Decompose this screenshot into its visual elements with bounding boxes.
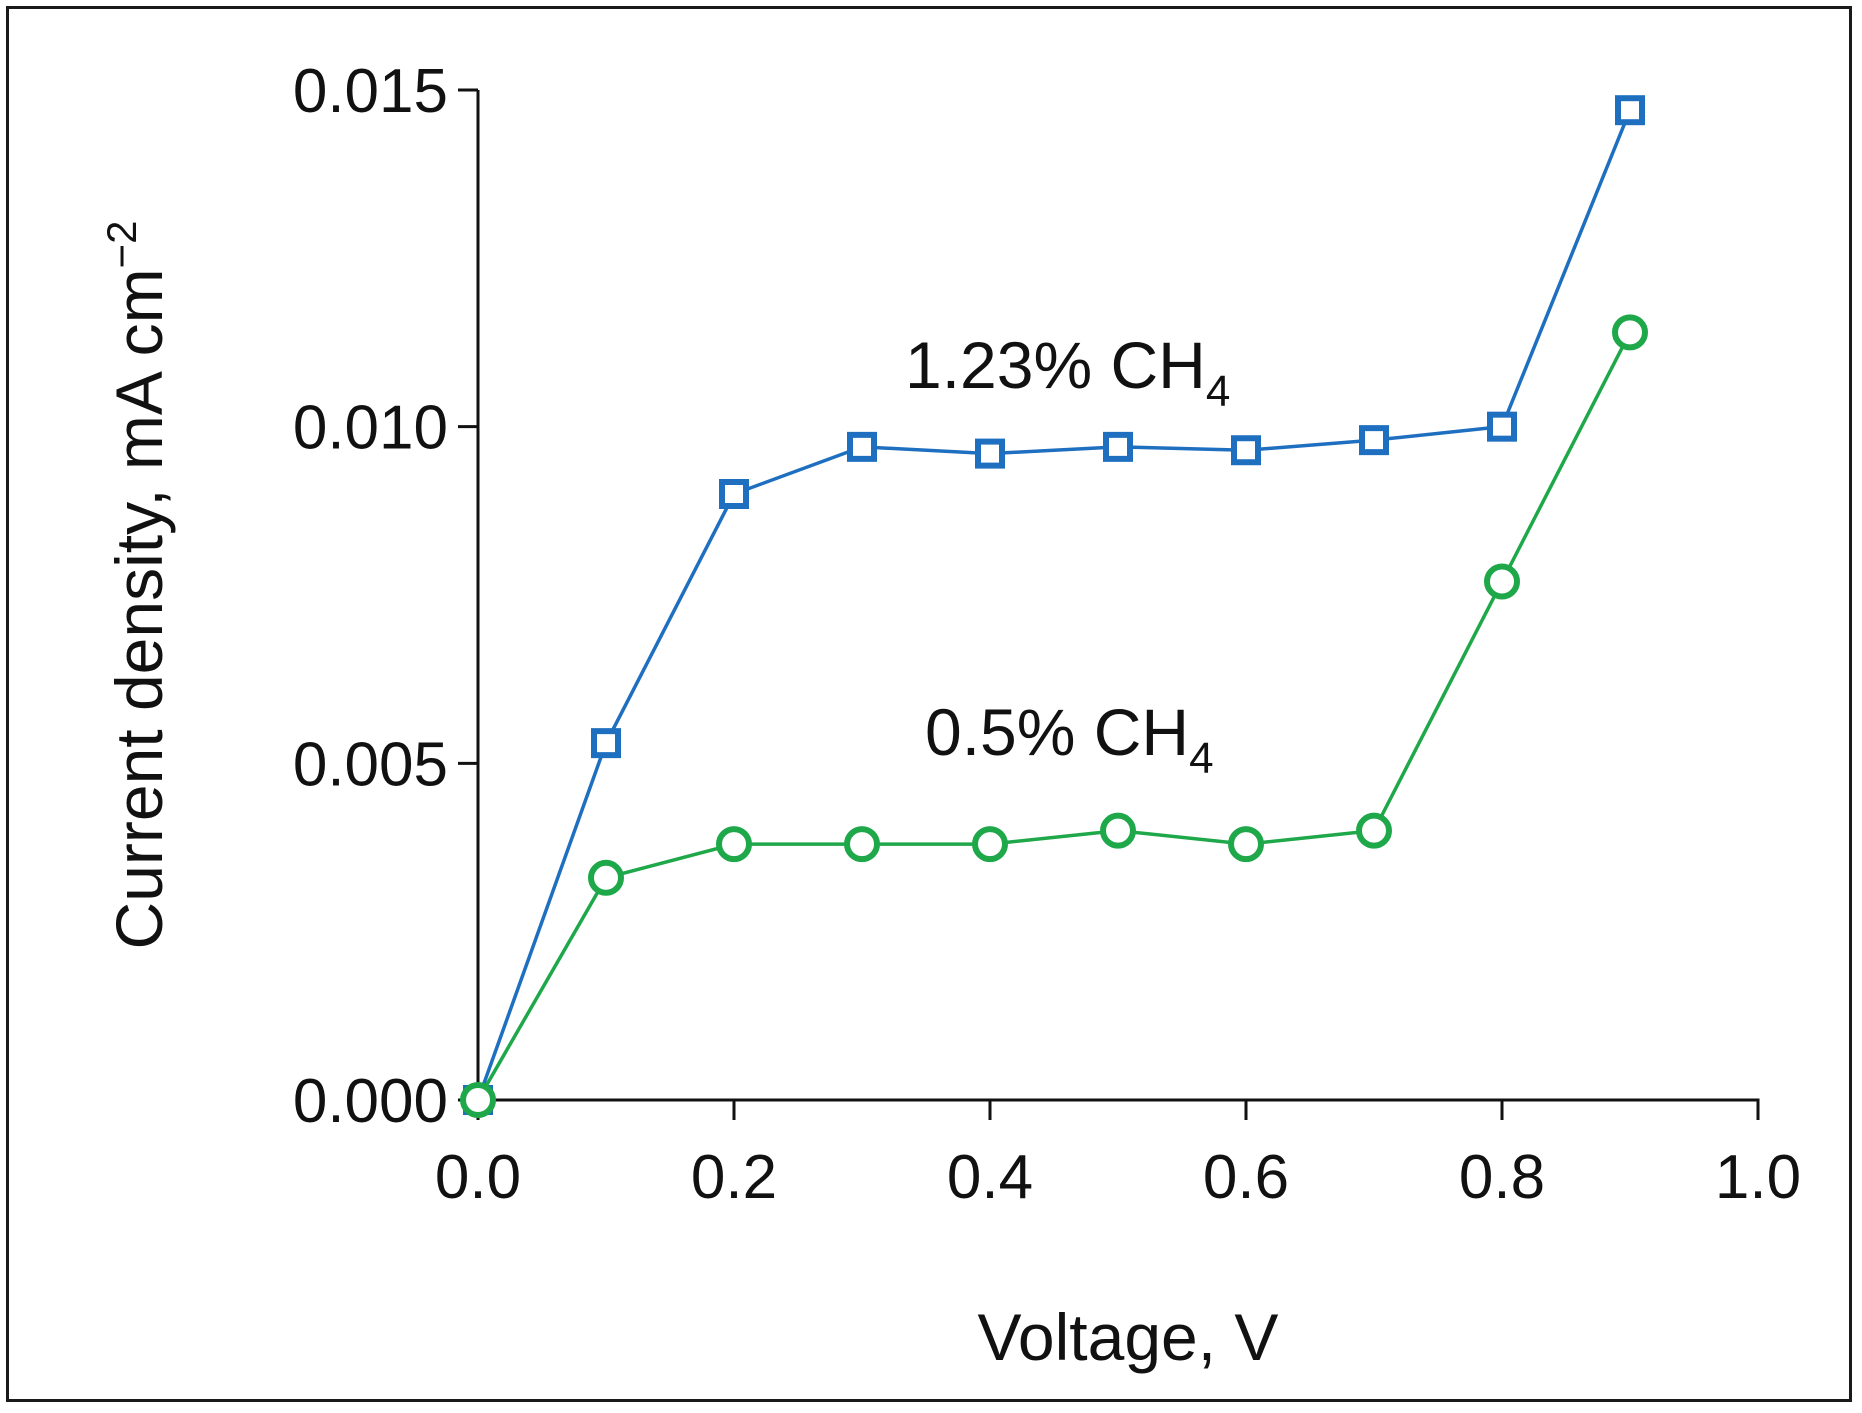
y-tick-label: 0.005 (293, 730, 448, 799)
data-point-square (1231, 435, 1261, 466)
series-label-1-23-ch4: 1.23% CH4 (905, 328, 1230, 416)
series-label-main: 1.23% CH (905, 328, 1206, 402)
data-point-square (1103, 431, 1133, 462)
x-tick-label: 0.6 (1203, 1143, 1289, 1212)
series-label-subscript: 4 (1206, 367, 1230, 416)
data-point-square (975, 438, 1005, 469)
data-point-circle (1356, 812, 1392, 849)
data-point-square (719, 479, 749, 509)
series-line (476, 331, 1632, 1101)
data-point-square (1359, 425, 1389, 456)
data-point-circle (1228, 826, 1264, 863)
x-tick-label: 0.2 (691, 1143, 777, 1212)
data-point-square (1615, 95, 1645, 126)
data-point-square (847, 431, 877, 462)
data-point-circle (1612, 314, 1648, 351)
series-layer (460, 95, 1648, 1118)
x-tick-label: 0.8 (1459, 1143, 1545, 1212)
data-point-circle (716, 826, 752, 863)
y-axis-title-main: Current density, mA cm (102, 268, 176, 949)
data-point-square (591, 728, 621, 759)
y-axis-title: Current density, mA cm−2 (98, 221, 176, 950)
chart-frame (6, 6, 1852, 1402)
x-tick-label: 0.0 (435, 1143, 521, 1212)
series-low-ch4 (460, 314, 1648, 1118)
x-tick-label: 1.0 (1715, 1143, 1801, 1212)
data-point-square (1487, 411, 1517, 442)
data-point-circle (460, 1082, 496, 1118)
series-label-main: 0.5% CH (925, 695, 1189, 769)
data-point-circle (1100, 812, 1136, 849)
y-tick-label: 0.010 (293, 394, 448, 463)
y-tick-label: 0.015 (293, 57, 448, 126)
series-line (476, 109, 1632, 1101)
x-axis-ticks: 0.0 0.2 0.4 0.6 0.8 1.0 (435, 1100, 1801, 1212)
x-tick-label: 0.4 (947, 1143, 1033, 1212)
axes: 0.0 0.2 0.4 0.6 0.8 1.0 0.000 0.005 0.010 0.015 (293, 57, 1801, 1212)
series-high-ch4 (463, 95, 1645, 1115)
data-point-circle (972, 826, 1008, 863)
y-axis-ticks: 0.000 0.005 0.010 0.015 (293, 57, 478, 1136)
data-point-circle (1484, 563, 1520, 600)
series-label-0-5-ch4: 0.5% CH4 (925, 695, 1214, 783)
y-axis-title-superscript: −2 (98, 221, 145, 269)
data-point-circle (844, 826, 880, 863)
series-label-subscript: 4 (1189, 734, 1213, 783)
y-tick-label: 0.000 (293, 1067, 448, 1136)
data-point-circle (588, 859, 624, 896)
x-axis-title: Voltage, V (978, 1300, 1279, 1374)
